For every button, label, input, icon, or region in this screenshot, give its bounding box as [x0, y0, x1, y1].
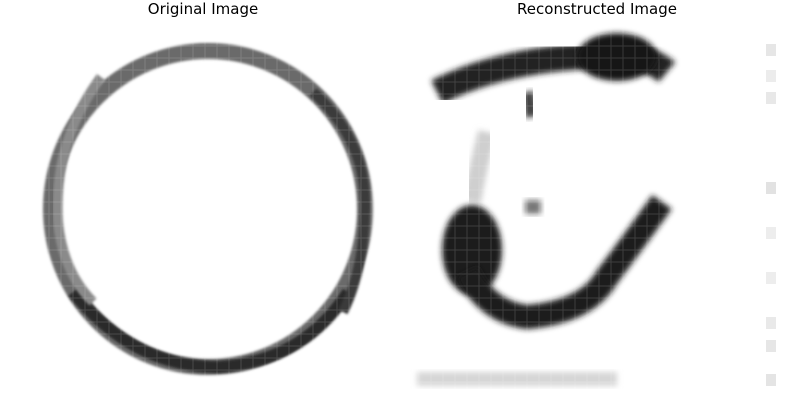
right-edge-artifacts	[766, 22, 780, 395]
reconstructed-image	[407, 22, 787, 395]
original-image-panel	[13, 22, 393, 395]
reconstructed-image-title: Reconstructed Image	[517, 0, 677, 18]
reconstructed-image-panel	[407, 22, 787, 395]
original-image	[13, 22, 393, 395]
pixel-grid	[13, 22, 393, 395]
pixel-grid	[407, 22, 787, 395]
original-image-title: Original Image	[147, 0, 259, 18]
